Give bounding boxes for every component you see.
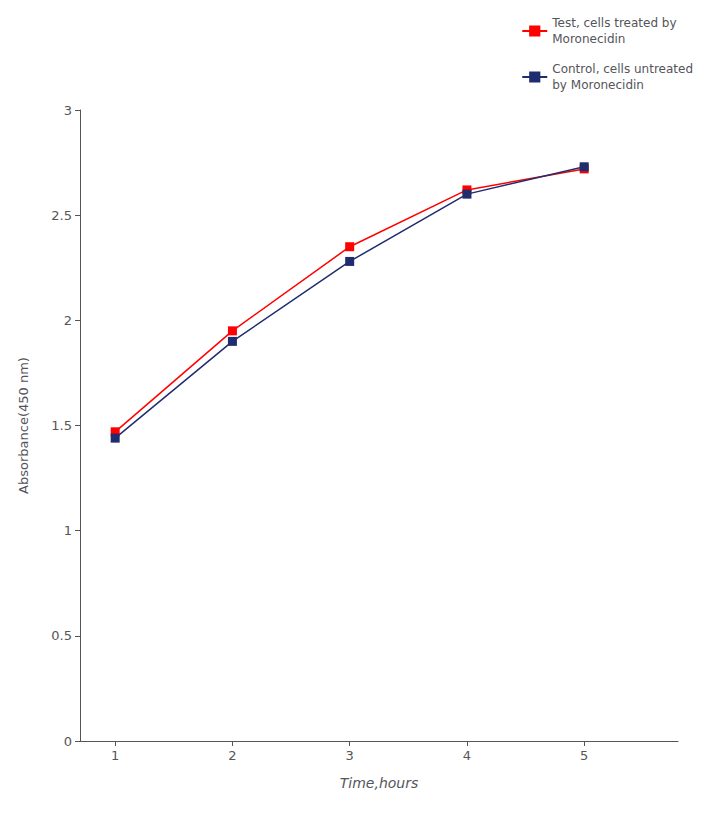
svg-text:1: 1 [111, 748, 119, 763]
svg-text:Moronecidin: Moronecidin [552, 32, 625, 46]
svg-text:4: 4 [463, 748, 471, 763]
svg-text:2.5: 2.5 [51, 208, 72, 223]
svg-text:Control, cells untreated: Control, cells untreated [552, 62, 693, 76]
svg-text:5: 5 [580, 748, 588, 763]
svg-text:Test, cells treated by: Test, cells treated by [551, 16, 676, 30]
svg-text:3: 3 [346, 748, 354, 763]
svg-text:Time,hours: Time,hours [340, 775, 419, 791]
svg-text:2: 2 [228, 748, 236, 763]
svg-text:Absorbance(450 nm): Absorbance(450 nm) [16, 357, 31, 494]
svg-text:0: 0 [64, 734, 72, 749]
svg-text:1: 1 [64, 523, 72, 538]
svg-text:by Moronecidin: by Moronecidin [552, 78, 644, 92]
svg-text:0.5: 0.5 [51, 628, 72, 643]
svg-text:1.5: 1.5 [51, 418, 72, 433]
svg-text:3: 3 [64, 103, 72, 118]
svg-text:2: 2 [64, 313, 72, 328]
